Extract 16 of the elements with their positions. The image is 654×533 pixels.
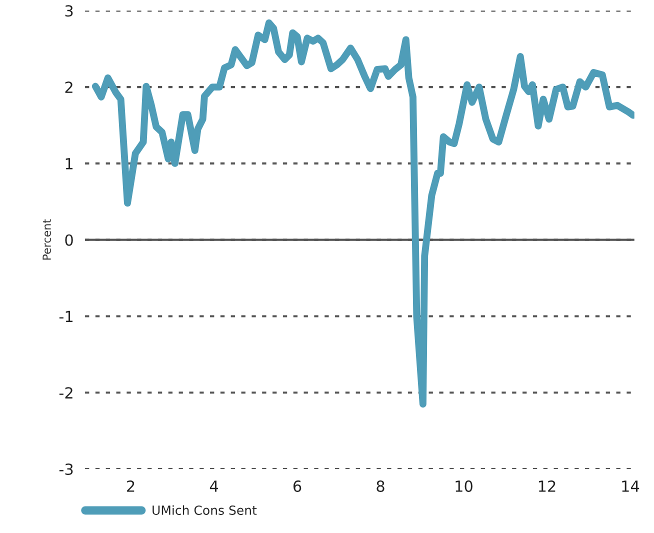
x-tick-label: 4: [210, 480, 218, 492]
y-tick-label: 3: [65, 5, 73, 17]
y-axis-title: Percent: [42, 219, 51, 260]
y-tick-label: 0: [65, 234, 73, 246]
y-tick-label: 2: [65, 82, 72, 93]
x-tick-label: 10: [456, 480, 472, 492]
x-tick-label: 12: [538, 480, 556, 492]
y-tick-label: -3: [59, 464, 73, 476]
x-tick-label: 2: [127, 480, 134, 492]
y-tick-label: -1: [59, 310, 72, 322]
y-tick-label: -2: [59, 387, 72, 398]
y-tick-label: 1: [66, 158, 72, 170]
legend-label: UMich Cons Sent: [152, 505, 257, 515]
x-tick-label: 14: [622, 480, 640, 492]
x-tick-label: 6: [293, 480, 302, 492]
x-tick-label: 8: [376, 480, 384, 492]
